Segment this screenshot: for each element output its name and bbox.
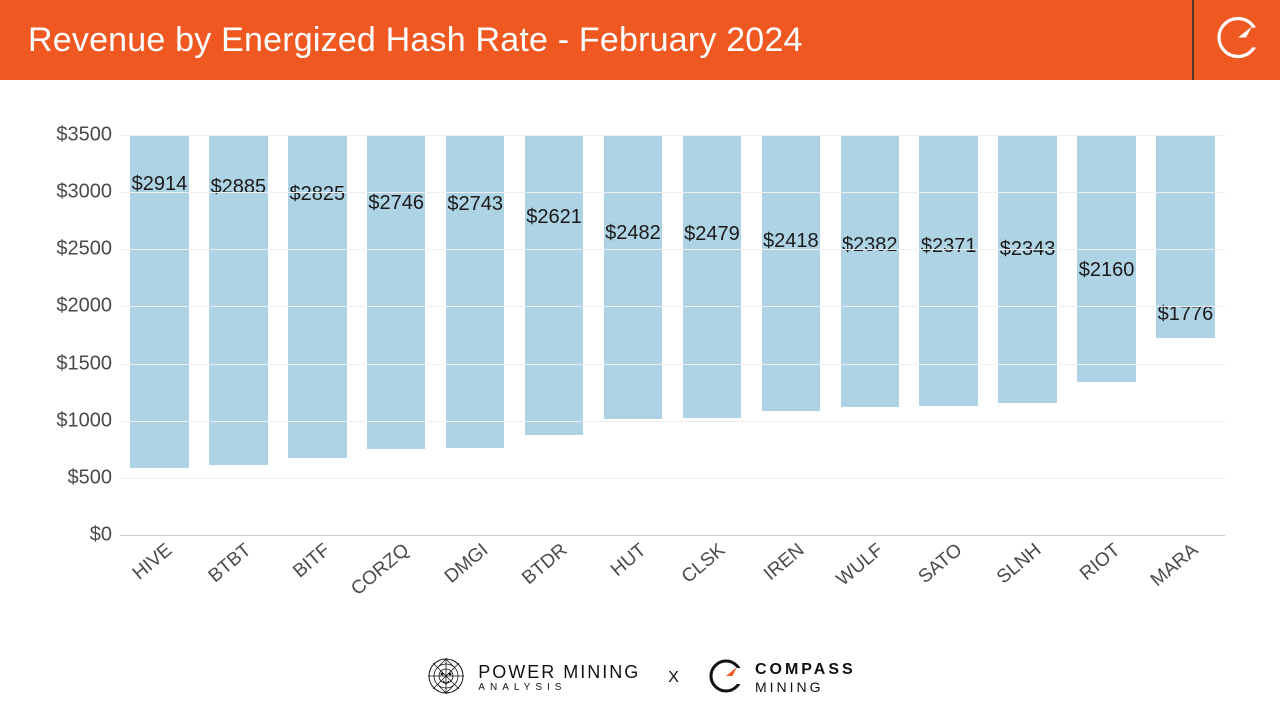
x-axis-label: BITF: [290, 540, 336, 583]
bar-column: $2914HIVE: [120, 135, 199, 535]
bar: [841, 135, 899, 407]
header-divider: [1192, 0, 1194, 80]
bar: [919, 135, 977, 406]
x-axis-label: WULF: [832, 540, 887, 591]
y-axis-label: $3500: [56, 124, 120, 147]
x-axis-label: BTDR: [518, 540, 572, 590]
compass-mining-main: COMPASS: [755, 662, 856, 678]
power-mining-logo: POWER MINING ANALYSIS: [424, 654, 640, 703]
bar-column: $2382WULF: [830, 135, 909, 535]
grid-line: [120, 192, 1225, 193]
y-axis-label: $2500: [56, 238, 120, 261]
x-axis-label: MARA: [1147, 540, 1203, 592]
bar-column: $2746CORZQ: [357, 135, 436, 535]
x-axis-label: HUT: [607, 540, 651, 582]
bar: [367, 135, 425, 449]
bar-value-label: $2743: [447, 193, 503, 216]
grid-line: [120, 421, 1225, 422]
bar-value-label: $2382: [842, 234, 898, 257]
bar-column: $2371SATO: [909, 135, 988, 535]
chart-card: Revenue by Energized Hash Rate - Februar…: [0, 0, 1280, 720]
x-axis-label: DMGI: [441, 540, 493, 589]
x-axis-label: HIVE: [129, 540, 177, 585]
x-axis-label: CLSK: [678, 540, 730, 589]
bar-column: $2621BTDR: [515, 135, 594, 535]
header-bar: Revenue by Energized Hash Rate - Februar…: [0, 0, 1280, 80]
compass-c-icon: [707, 657, 745, 700]
y-axis-label: $500: [68, 466, 121, 489]
grid-line: [120, 535, 1225, 536]
grid-line: [120, 249, 1225, 250]
grid-line: [120, 478, 1225, 479]
bar-column: $2825BITF: [278, 135, 357, 535]
bar-column: $2418IREN: [751, 135, 830, 535]
bar-value-label: $2746: [368, 192, 424, 215]
bars-container: $2914HIVE$2885BTBT$2825BITF$2746CORZQ$27…: [120, 135, 1225, 535]
x-axis-label: SLNH: [993, 540, 1046, 589]
x-axis-label: BTBT: [205, 540, 256, 588]
bar-value-label: $2825: [289, 183, 345, 206]
grid-line: [120, 364, 1225, 365]
bar-column: $2482HUT: [594, 135, 673, 535]
bar-value-label: $2371: [921, 235, 977, 258]
chart-title: Revenue by Energized Hash Rate - Februar…: [28, 21, 803, 60]
bar: [683, 135, 741, 418]
y-axis-label: $0: [90, 524, 120, 547]
x-axis-label: IREN: [760, 540, 809, 586]
compass-mining-sub: MINING: [755, 680, 856, 694]
bar-value-label: $2160: [1079, 259, 1135, 282]
lion-head-icon: [424, 654, 468, 703]
bar: [525, 135, 583, 435]
footer-separator: X: [668, 669, 679, 687]
bar-column: $2160RIOT: [1067, 135, 1146, 535]
y-axis-label: $2000: [56, 295, 120, 318]
power-mining-text: POWER MINING ANALYSIS: [478, 663, 640, 693]
bar: [446, 135, 504, 448]
compass-mining-logo: COMPASS MINING: [707, 657, 856, 700]
grid-line: [120, 306, 1225, 307]
power-mining-sub: ANALYSIS: [478, 683, 640, 693]
bar-column: $2885BTBT: [199, 135, 278, 535]
bar-column: $2343SLNH: [988, 135, 1067, 535]
x-axis-label: SATO: [914, 540, 966, 589]
chart-area: $2914HIVE$2885BTBT$2825BITF$2746CORZQ$27…: [55, 115, 1235, 595]
bar-value-label: $2885: [211, 176, 267, 199]
compass-mining-text: COMPASS MINING: [755, 662, 856, 694]
y-axis-label: $3000: [56, 181, 120, 204]
x-axis-label: CORZQ: [348, 540, 415, 601]
bar: [762, 135, 820, 411]
bar-value-label: $2621: [526, 206, 582, 229]
footer-logos: POWER MINING ANALYSIS X COMPASS MINING: [0, 648, 1280, 708]
bar-value-label: $2479: [684, 223, 740, 246]
bar-column: $2479CLSK: [672, 135, 751, 535]
y-axis-label: $1000: [56, 409, 120, 432]
power-mining-main: POWER MINING: [478, 663, 640, 681]
bar-column: $2743DMGI: [436, 135, 515, 535]
bar: [604, 135, 662, 419]
bar-column: $1776MARA: [1146, 135, 1225, 535]
y-axis-label: $1500: [56, 352, 120, 375]
bar-value-label: $2482: [605, 222, 661, 245]
plot-area: $2914HIVE$2885BTBT$2825BITF$2746CORZQ$27…: [120, 135, 1225, 535]
x-axis-label: RIOT: [1076, 540, 1125, 586]
compass-c-icon: [1214, 14, 1262, 67]
grid-line: [120, 135, 1225, 136]
